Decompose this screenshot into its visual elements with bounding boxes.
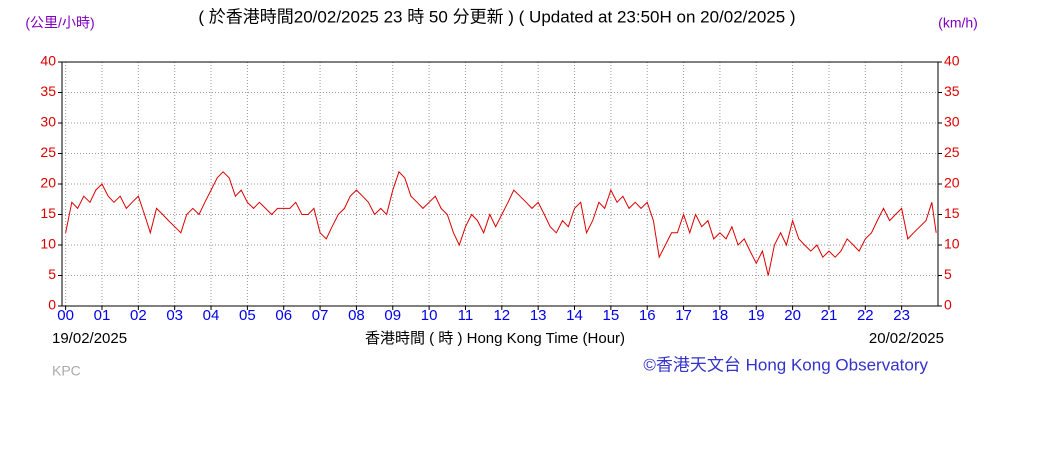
y-tick-label: 10 bbox=[40, 236, 56, 252]
x-tick-label: 03 bbox=[166, 307, 183, 324]
y2-tick-label: 5 bbox=[944, 266, 952, 282]
y2-tick-label: 0 bbox=[944, 297, 952, 313]
y2-tick-label: 40 bbox=[944, 53, 960, 69]
x-tick-label: 05 bbox=[239, 307, 256, 324]
x-tick-label: 14 bbox=[566, 307, 583, 324]
data-line bbox=[65, 170, 937, 276]
x-tick-label: 13 bbox=[530, 307, 547, 324]
y-tick-label: 40 bbox=[40, 53, 56, 69]
y-tick-label: 30 bbox=[40, 114, 56, 130]
credit: ©香港天文台 Hong Kong Observatory bbox=[643, 355, 928, 374]
y-tick-label: 25 bbox=[40, 144, 56, 160]
x-tick-label: 15 bbox=[603, 307, 620, 324]
y-axis-label: (公里/小時) bbox=[25, 15, 94, 31]
y-tick-label: 5 bbox=[48, 266, 56, 282]
x-tick-label: 19 bbox=[748, 307, 765, 324]
y2-tick-label: 35 bbox=[944, 83, 960, 99]
y2-axis-label: (km/h) bbox=[938, 15, 978, 31]
y-tick-label: 0 bbox=[48, 297, 56, 313]
x-tick-label: 17 bbox=[675, 307, 692, 324]
start-date: 19/02/2025 bbox=[52, 330, 127, 347]
end-date: 20/02/2025 bbox=[869, 330, 944, 347]
y2-tick-label: 15 bbox=[944, 205, 960, 221]
x-axis-label: 香港時間 ( 時 ) Hong Kong Time (Hour) bbox=[365, 330, 625, 347]
x-tick-label: 08 bbox=[348, 307, 365, 324]
chart-title: ( 於香港時間20/02/2025 23 時 50 分更新 ) ( Update… bbox=[198, 7, 795, 26]
x-tick-label: 12 bbox=[493, 307, 510, 324]
y-tick-label: 20 bbox=[40, 175, 56, 191]
y-tick-label: 15 bbox=[40, 205, 56, 221]
y2-tick-label: 10 bbox=[944, 236, 960, 252]
x-tick-label: 10 bbox=[421, 307, 438, 324]
x-tick-label: 22 bbox=[857, 307, 874, 324]
x-tick-label: 02 bbox=[130, 307, 147, 324]
x-tick-label: 09 bbox=[384, 307, 401, 324]
x-tick-label: 07 bbox=[312, 307, 329, 324]
y2-tick-label: 20 bbox=[944, 175, 960, 191]
station: KPC bbox=[52, 363, 81, 379]
x-tick-label: 04 bbox=[203, 307, 220, 324]
x-tick-label: 21 bbox=[821, 307, 838, 324]
x-tick-label: 23 bbox=[893, 307, 910, 324]
x-tick-label: 00 bbox=[57, 307, 74, 324]
x-tick-label: 06 bbox=[275, 307, 292, 324]
x-tick-label: 11 bbox=[458, 307, 474, 324]
x-tick-label: 20 bbox=[784, 307, 801, 324]
x-tick-label: 16 bbox=[639, 307, 656, 324]
y-tick-label: 35 bbox=[40, 83, 56, 99]
plot-frame bbox=[61, 61, 939, 307]
x-tick-label: 01 bbox=[94, 307, 111, 324]
x-tick-label: 18 bbox=[712, 307, 729, 324]
y2-tick-label: 30 bbox=[944, 114, 960, 130]
y2-tick-label: 25 bbox=[944, 144, 960, 160]
